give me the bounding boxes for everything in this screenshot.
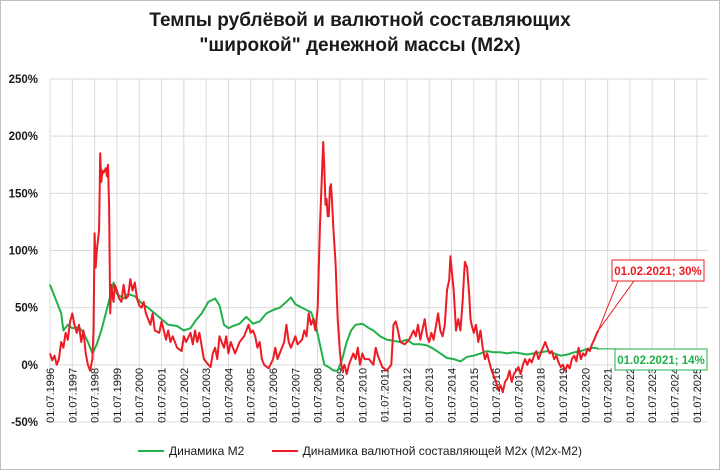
x-tick-label: 01.07.2013 [424,368,436,423]
series-line-m2 [49,281,599,372]
x-tick-label: 01.07.2012 [402,368,414,423]
annotation-pointer [597,280,635,331]
y-tick-label: 100% [9,246,38,258]
chart-title: Темпы рублёвой и валютной составляющих "… [0,8,720,58]
annotation-m2: 01.02.2021; 14% [598,348,708,371]
x-tick-label: 01.07.2024 [670,368,682,423]
chart-title-line-2: "широкой" денежной массы (М2х) [199,35,521,56]
x-tick-label: 01.07.2021 [603,368,615,423]
legend-item-fx: Динамика валютной составляющей М2х (М2х-… [271,444,582,458]
legend-swatch-fx [271,449,298,452]
x-tick-label: 01.07.2008 [313,368,325,423]
y-tick-label: -50% [11,417,38,429]
legend-label-fx: Динамика валютной составляющей М2х (М2х-… [302,444,582,458]
y-tick-label: 0% [21,360,38,372]
x-tick-label: 01.07.2019 [558,368,570,423]
x-tick-label: 01.07.1996 [45,368,57,423]
annotation-label: 01.02.2021; 14% [617,355,705,367]
x-tick-label: 01.07.2016 [491,368,503,423]
x-tick-label: 01.07.2020 [580,368,592,423]
y-tick-label: 250% [9,74,38,86]
series-line-fx [49,140,600,394]
x-tick-label: 01.07.2000 [134,368,146,423]
legend-swatch-m2 [138,449,165,452]
x-tick-label: 01.07.2003 [201,368,213,423]
x-tick-label: 01.07.1998 [90,368,102,423]
annotation-fx: 01.02.2021; 30% [597,259,705,331]
x-tick-label: 01.07.2009 [335,368,347,423]
x-tick-label: 01.07.2007 [290,368,302,423]
x-tick-label: 01.07.1999 [112,368,124,423]
x-tick-label: 01.07.2023 [647,368,659,423]
chart-title-line-1: Темпы рублёвой и валютной составляющих [149,10,571,31]
legend-item-m2: Динамика М2 [138,444,244,458]
x-tick-label: 01.07.2014 [446,368,458,423]
x-tick-label: 01.07.2025 [692,368,704,423]
x-tick-label: 01.07.2010 [357,368,369,423]
x-tick-label: 01.07.2017 [513,368,525,423]
x-tick-label: 01.07.2022 [625,368,637,423]
annotation-label: 01.02.2021; 30% [614,266,702,278]
x-tick-label: 01.07.2006 [268,368,280,423]
y-tick-label: 50% [15,303,38,315]
legend-label-m2: Динамика М2 [169,444,245,458]
x-tick-label: 01.07.2002 [179,368,191,423]
x-tick-label: 01.07.2015 [469,368,481,423]
y-tick-label: 150% [9,188,38,200]
x-tick-label: 01.07.2018 [536,368,548,423]
y-tick-label: 200% [9,131,38,143]
x-tick-label: 01.07.2004 [223,368,235,423]
annotation-box [614,348,708,371]
x-tick-label: 01.07.1997 [67,368,79,423]
chart-legend: Динамика М2 Динамика валютной составляющ… [0,444,720,458]
x-tick-label: 01.07.2005 [246,368,258,423]
x-tick-label: 01.07.2001 [157,368,169,423]
x-tick-label: 01.07.2011 [380,368,392,422]
annotation-box [611,259,705,282]
